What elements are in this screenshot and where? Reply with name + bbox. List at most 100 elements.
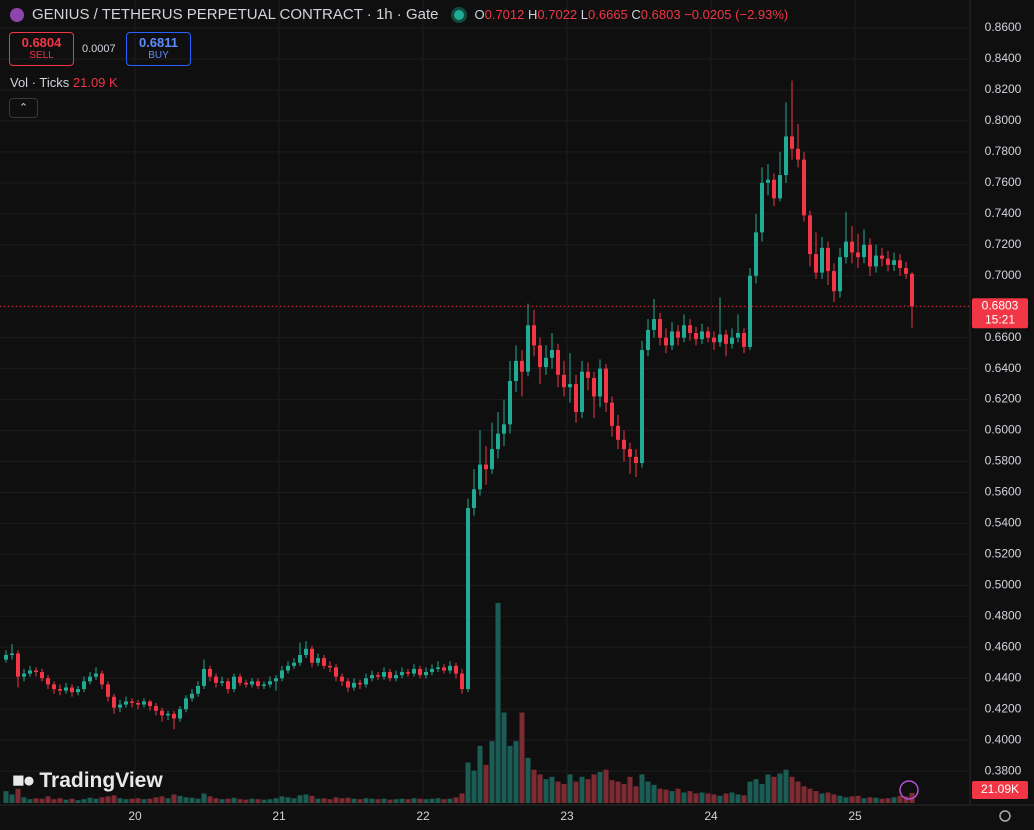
sell-label: SELL xyxy=(29,50,54,61)
candle-body xyxy=(724,334,728,344)
y-tick-label: 0.5600 xyxy=(985,485,1022,499)
candle-body xyxy=(910,273,914,307)
candle-body xyxy=(520,360,524,372)
settings-icon xyxy=(999,810,1011,822)
volume-bar xyxy=(693,793,699,803)
volume-bar xyxy=(93,798,99,803)
candle-body xyxy=(694,332,698,340)
volume-bar xyxy=(645,781,651,803)
sell-button[interactable]: 0.6804 SELL xyxy=(9,32,74,66)
candle-body xyxy=(292,662,296,666)
candle-body xyxy=(352,682,356,688)
candle-body xyxy=(76,689,80,693)
candle-body xyxy=(784,136,788,176)
volume-bar xyxy=(423,799,429,803)
volume-bar xyxy=(501,712,507,803)
candle-body xyxy=(418,668,422,676)
volume-bar xyxy=(87,797,93,803)
volume-bar xyxy=(387,799,393,803)
volume-bar xyxy=(489,741,495,803)
candle-body xyxy=(496,433,500,450)
volume-bar xyxy=(129,798,135,803)
collapse-button[interactable]: ⌃ xyxy=(9,98,38,118)
volume-bar xyxy=(39,798,45,803)
c-label: C xyxy=(631,7,641,22)
countdown: 15:21 xyxy=(985,312,1015,326)
candle-body xyxy=(214,676,218,683)
volume-bar xyxy=(633,786,639,803)
volume-bar xyxy=(273,798,279,803)
candle-body xyxy=(640,350,644,464)
volume-bar xyxy=(237,799,243,803)
y-tick-label: 0.6400 xyxy=(985,361,1022,375)
candle-body xyxy=(178,709,182,719)
volume-bar xyxy=(561,783,567,803)
volume-bar xyxy=(417,798,423,803)
y-tick-label: 0.6000 xyxy=(985,423,1022,437)
candle-body xyxy=(856,252,860,258)
candle-body xyxy=(46,678,50,685)
y-tick-label: 0.5000 xyxy=(985,578,1022,592)
volume-bar xyxy=(897,795,903,803)
candle-body xyxy=(778,175,782,199)
candle-body xyxy=(598,368,602,397)
candle-body xyxy=(286,665,290,671)
symbol-icon xyxy=(10,7,24,22)
volume-bar xyxy=(453,797,459,803)
volume-bar xyxy=(519,712,525,803)
volume-bar xyxy=(315,798,321,803)
candle-body xyxy=(592,377,596,397)
volume-bar xyxy=(903,796,909,803)
candle-body xyxy=(760,182,764,233)
volume-tag xyxy=(972,781,1028,799)
header: GENIUS / TETHERUS PERPETUAL CONTRACT · 1… xyxy=(10,6,788,23)
volume-bar xyxy=(879,798,885,803)
y-tick-label: 0.7000 xyxy=(985,268,1022,282)
candle-body xyxy=(298,655,302,663)
volume-bar xyxy=(591,774,597,803)
candle-body xyxy=(454,665,458,674)
buy-button[interactable]: 0.6811 BUY xyxy=(126,32,191,66)
volume-bar xyxy=(537,774,543,803)
last-price-label: 0.6803 xyxy=(982,298,1019,312)
y-tick-label: 0.7200 xyxy=(985,237,1022,251)
y-tick-label: 0.4000 xyxy=(985,732,1022,746)
volume-bar xyxy=(579,776,585,803)
volume-bar xyxy=(483,764,489,803)
candle-body xyxy=(16,653,20,677)
candle-body xyxy=(280,670,284,679)
volume-bar xyxy=(297,795,303,803)
volume-bar xyxy=(795,781,801,803)
candle-body xyxy=(886,258,890,265)
y-tick-label: 0.8600 xyxy=(985,20,1022,34)
volume-bar xyxy=(777,773,783,803)
volume-bar xyxy=(585,779,591,803)
volume-bar xyxy=(687,791,693,803)
volume-bar xyxy=(399,798,405,803)
volume-bar xyxy=(111,795,117,803)
volume-bar xyxy=(231,797,237,803)
c-value: 0.6803 xyxy=(640,7,681,22)
volume-bar xyxy=(741,795,747,803)
y-tick-label: 0.6600 xyxy=(985,330,1022,344)
candle-body xyxy=(136,702,140,705)
volume-bar xyxy=(357,799,363,803)
sell-price: 0.6804 xyxy=(21,35,62,50)
volume-bar xyxy=(147,798,153,803)
volume-bar xyxy=(201,793,207,803)
candle-body xyxy=(862,244,866,258)
volume-bar xyxy=(615,781,621,803)
volume-bar xyxy=(9,794,15,803)
volume-bar xyxy=(75,800,81,803)
volume-bar xyxy=(333,797,339,803)
volume-bar xyxy=(441,799,447,803)
y-tick-label: 0.4800 xyxy=(985,608,1022,622)
indicator-name: Vol · Ticks xyxy=(10,75,70,90)
candle-body xyxy=(748,275,752,347)
volume-bar xyxy=(303,794,309,803)
candle-body xyxy=(370,675,374,679)
volume-bar xyxy=(285,797,291,803)
volume-bar xyxy=(729,792,735,803)
candle-body xyxy=(448,665,452,671)
volume-bar xyxy=(159,796,165,803)
